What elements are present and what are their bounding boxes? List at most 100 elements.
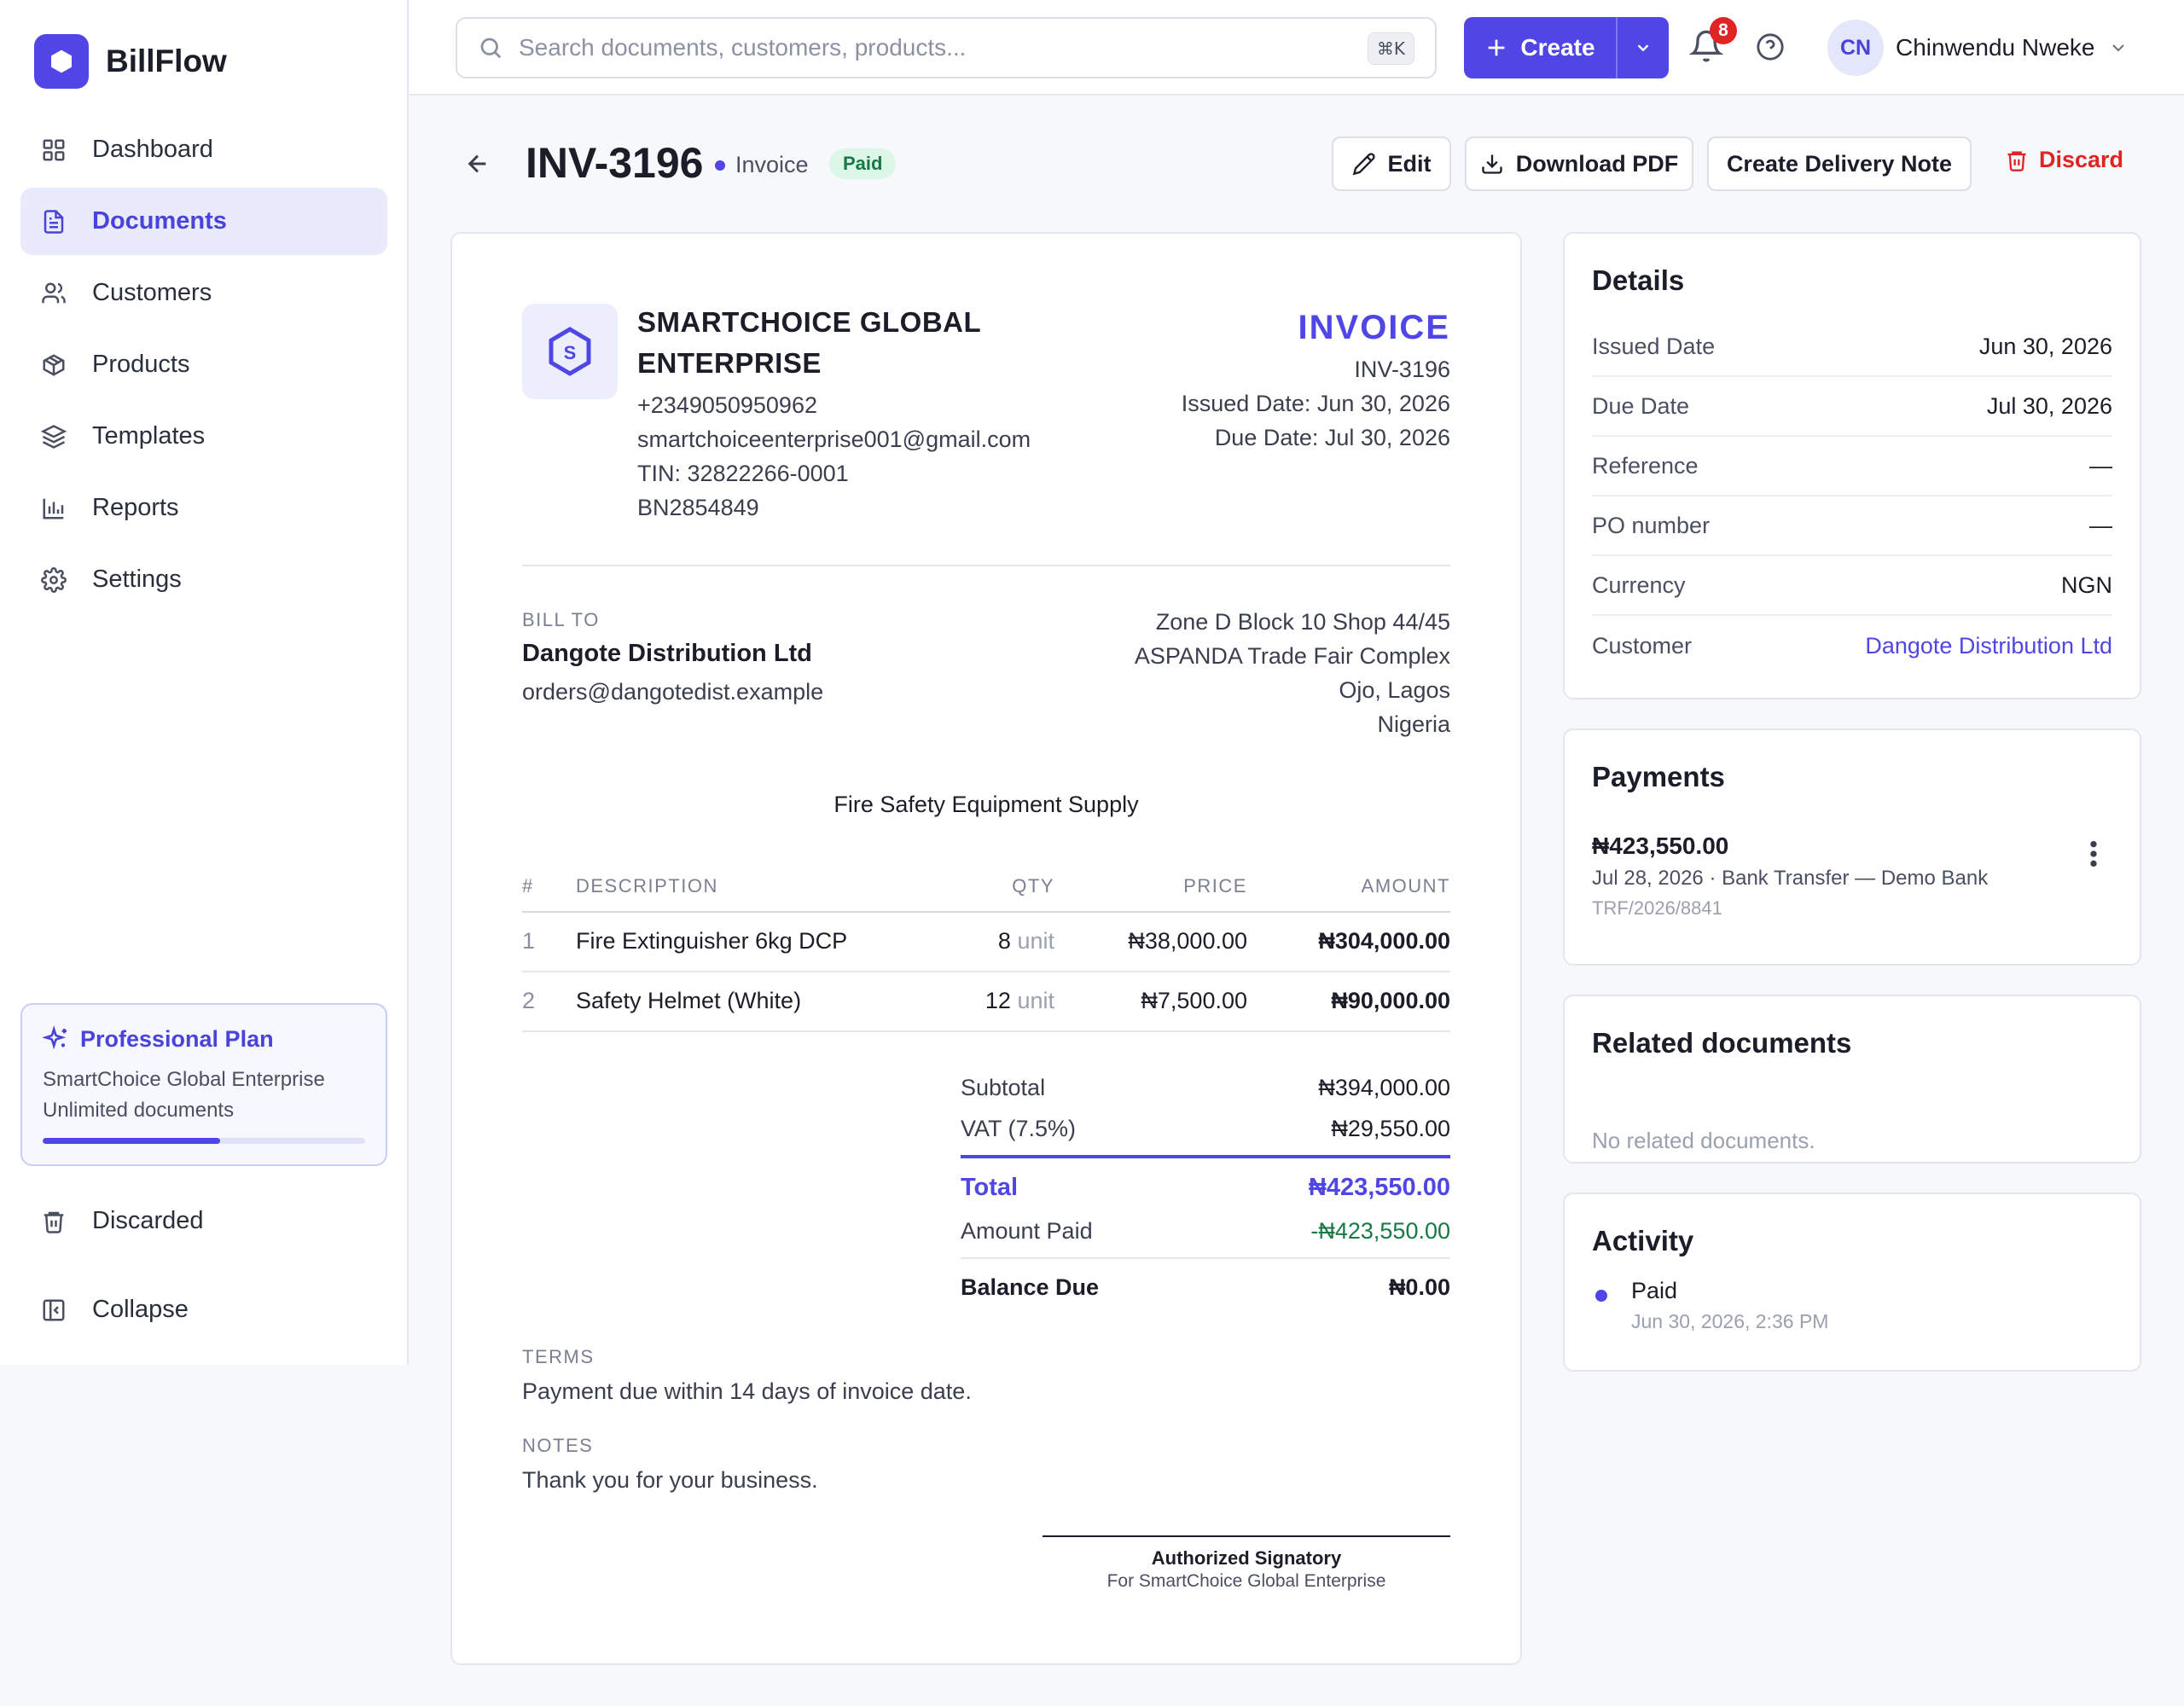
file-icon [44,209,64,234]
subtotal-label: Subtotal [961,1075,1046,1100]
company-phone: +2349050950962 [637,392,817,418]
detail-value: Jul 30, 2026 [1986,392,2112,419]
discard-button[interactable]: Discard [2005,147,2123,173]
sidebar-item-label: Documents [92,207,227,235]
row-divider [522,1030,1450,1032]
create-dropdown-button[interactable] [1616,17,1669,78]
company-bn: BN2854849 [637,495,759,520]
search-input[interactable] [519,34,1338,61]
create-button-group: Create [1464,17,1669,78]
bill-to-email: orders@dangotedist.example [522,679,824,705]
detail-value: — [2089,512,2112,538]
payment-reference: TRF/2026/8841 [1592,897,1722,919]
users-icon [42,282,66,303]
create-label: Create [1520,34,1595,61]
invoice-heading: INVOICE [1298,309,1450,346]
detail-row-currency: Currency NGN [1592,556,2112,616]
detail-row-customer: Customer Dangote Distribution Ltd [1592,616,2112,676]
bill-to-name: Dangote Distribution Ltd [522,640,812,667]
search-box[interactable]: ⌘K [456,17,1437,78]
brand-logo-icon [34,34,89,89]
column-header-qty: QTY [1012,875,1054,897]
customer-link[interactable]: Dangote Distribution Ltd [1865,632,2112,659]
edit-label: Edit [1387,150,1432,177]
sidebar-collapse-button[interactable]: Collapse [20,1276,387,1343]
invoice-subject: Fire Safety Equipment Supply [834,792,1139,817]
trash-icon [44,1211,64,1233]
edit-button[interactable]: Edit [1332,136,1451,191]
brand-name: BillFlow [106,44,227,78]
chevron-down-icon [2112,44,2125,52]
create-button[interactable]: Create [1464,17,1616,78]
detail-value: NGN [2061,572,2112,598]
discard-label: Discard [2039,147,2124,172]
item-price: ₦38,000.00 [1128,928,1247,954]
item-qty-value: 8 [997,928,1011,954]
table-header-divider [522,911,1450,913]
sidebar-item-label: Customers [92,279,212,306]
sidebar-item-label: Settings [92,566,182,593]
sidebar-item-customers[interactable]: Customers [20,259,387,327]
detail-row-reference: Reference — [1592,437,2112,496]
plan-name: Professional Plan [80,1025,274,1052]
vat-value: ₦29,550.00 [1331,1116,1450,1141]
doc-type-dot [715,160,725,171]
search-icon [480,38,502,59]
sidebar-item-templates[interactable]: Templates [20,403,387,470]
item-price: ₦7,500.00 [1141,988,1247,1013]
bill-to-address-line: Zone D Block 10 Shop 44/45 [1155,609,1450,635]
total-divider [961,1155,1450,1158]
item-number: 2 [522,988,536,1013]
related-documents-title: Related documents [1592,1027,1852,1059]
detail-row-po-number: PO number — [1592,496,2112,556]
sidebar-item-label: Collapse [92,1296,189,1323]
column-header-number: # [522,875,534,897]
invoice-document: S SMARTCHOICE GLOBAL ENTERPRISE +2349050… [450,232,1522,1665]
sidebar-item-reports[interactable]: Reports [20,474,387,542]
plan-company: SmartChoice Global Enterprise [43,1068,325,1091]
terms-text: Payment due within 14 days of invoice da… [522,1378,972,1404]
bill-to-address-line: ASPANDA Trade Fair Complex [1134,643,1450,669]
back-arrow-icon[interactable] [464,150,491,177]
brand[interactable]: BillFlow [34,34,227,89]
row-divider [522,971,1450,972]
amount-paid-value: -₦423,550.00 [1310,1218,1450,1244]
total-value: ₦423,550.00 [1308,1174,1450,1201]
pencil-icon [1352,153,1375,176]
sidebar-discarded-wrap: Discarded [20,1187,387,1255]
plan-card[interactable]: Professional Plan SmartChoice Global Ent… [20,1003,387,1166]
company-logo-icon: S [549,327,591,376]
item-qty: 12 unit [985,988,1054,1014]
item-amount: ₦90,000.00 [1331,988,1450,1013]
detail-key: PO number [1592,512,1711,538]
plan-usage-bar [43,1138,365,1144]
layers-icon [41,424,67,449]
balance-due-label: Balance Due [961,1274,1100,1300]
more-vertical-icon[interactable] [2088,839,2099,868]
sidebar-item-dashboard[interactable]: Dashboard [20,116,387,183]
sidebar-item-label: Products [92,351,190,378]
payments-card: Payments ₦423,550.00 Jul 28, 2026 · Bank… [1563,728,2141,966]
activity-event: Paid [1631,1278,1678,1303]
notification-badge: 8 [1710,17,1737,44]
sidebar-item-settings[interactable]: Settings [20,546,387,613]
create-delivery-note-button[interactable]: Create Delivery Note [1707,136,1972,191]
help-icon[interactable] [1756,32,1785,61]
sidebar-item-documents[interactable]: Documents [20,188,387,255]
trash-icon [2007,151,2026,171]
bar-chart-icon [43,498,64,519]
page-title: INV-3196 [526,139,704,187]
balance-divider [961,1257,1450,1259]
detail-row-issued-date: Issued Date Jun 30, 2026 [1592,317,2112,377]
bill-to-address-line: Nigeria [1377,711,1450,737]
download-pdf-button[interactable]: Download PDF [1465,136,1693,191]
detail-key: Currency [1592,572,1686,598]
detail-row-due-date: Due Date Jul 30, 2026 [1592,377,2112,437]
user-menu[interactable]: CN Chinwendu Nweke [1827,19,2129,77]
company-tin: TIN: 32822266-0001 [637,461,849,486]
sidebar-item-products[interactable]: Products [20,331,387,398]
sidebar-item-discarded[interactable]: Discarded [20,1187,387,1255]
activity-card: Activity Paid Jun 30, 2026, 2:36 PM [1563,1192,2141,1372]
doc-type: Invoice [715,152,809,178]
bell-icon[interactable] [1689,29,1723,63]
